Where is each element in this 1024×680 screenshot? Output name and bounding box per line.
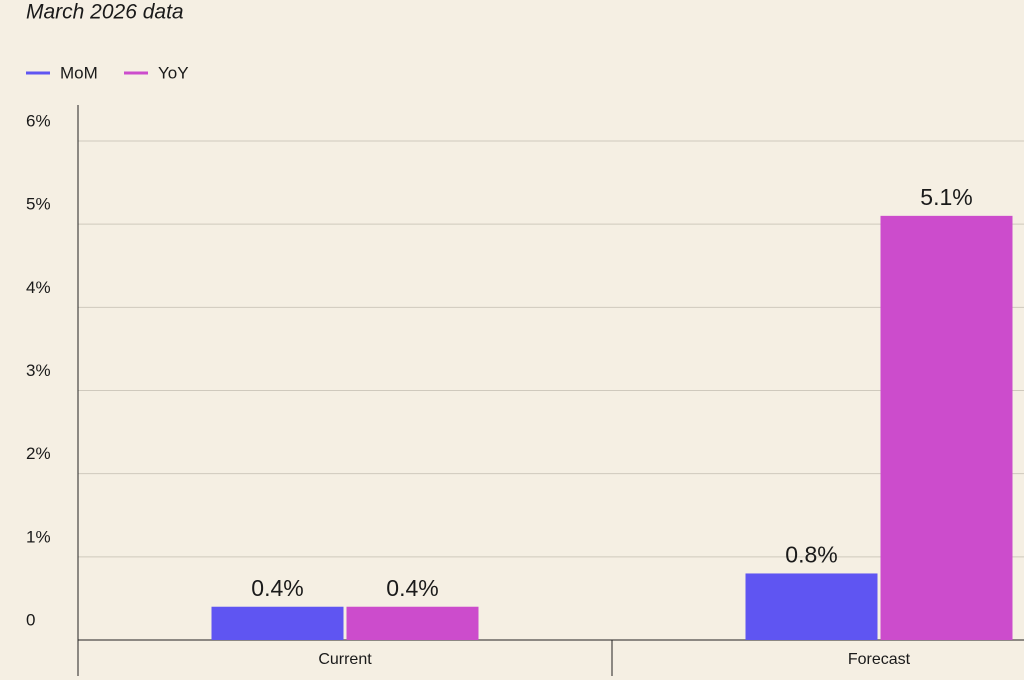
bar	[880, 215, 1013, 640]
y-tick-label: 0	[26, 610, 35, 629]
y-tick-label: 4%	[26, 278, 51, 297]
value-label: 0.4%	[251, 575, 303, 601]
y-tick-label: 1%	[26, 527, 51, 546]
value-label: 5.1%	[920, 184, 972, 210]
bar	[745, 573, 878, 640]
value-label: 0.8%	[785, 542, 837, 568]
bar	[211, 606, 344, 640]
y-tick-label: 5%	[26, 195, 51, 214]
chart-subtitle: March 2026 data	[26, 1, 184, 24]
y-tick-label: 2%	[26, 444, 51, 463]
legend-label: MoM	[60, 63, 98, 82]
y-tick-label: 3%	[26, 361, 51, 380]
value-label: 0.4%	[386, 575, 438, 601]
x-tick-label: Forecast	[848, 651, 911, 668]
legend-label: YoY	[158, 63, 189, 82]
x-tick-label: Current	[318, 651, 372, 668]
y-tick-label: 6%	[26, 111, 51, 130]
bar	[346, 606, 479, 640]
